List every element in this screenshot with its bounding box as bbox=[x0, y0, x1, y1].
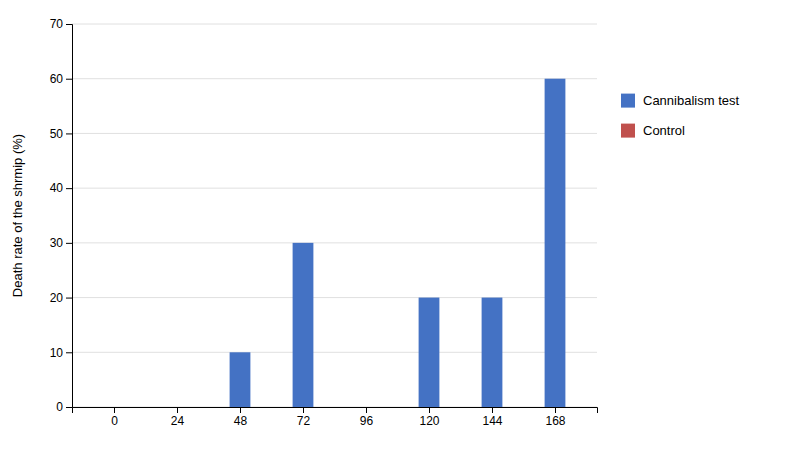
x-tick-mark bbox=[114, 407, 115, 413]
x-axis: 0 24 48 72 96 120 144 168 bbox=[73, 407, 598, 428]
x-tick-label: 48 bbox=[234, 414, 248, 428]
x-tick-label: 168 bbox=[545, 414, 565, 428]
x-tick: 72 bbox=[297, 407, 311, 428]
bar bbox=[104, 407, 125, 408]
grid-line bbox=[72, 188, 597, 189]
y-tick: 20 bbox=[50, 291, 72, 305]
x-tick-label: 96 bbox=[360, 414, 374, 428]
legend-item: Control bbox=[621, 123, 685, 138]
y-tick: 60 bbox=[50, 72, 72, 86]
series-bars bbox=[230, 79, 566, 407]
bar bbox=[104, 407, 125, 408]
grid-line bbox=[72, 133, 597, 134]
grid-line bbox=[72, 78, 597, 79]
x-tick-mark bbox=[555, 407, 556, 413]
x-tick: 24 bbox=[171, 407, 185, 428]
y-tick-label: 60 bbox=[50, 72, 64, 86]
legend-label: Cannibalism test bbox=[643, 93, 739, 108]
y-tick: 70 bbox=[50, 17, 72, 31]
x-tick: 96 bbox=[360, 407, 374, 428]
y-tick: 10 bbox=[50, 346, 72, 360]
x-tick-mark bbox=[240, 407, 241, 413]
y-tick-label: 0 bbox=[56, 400, 63, 414]
x-tick: 48 bbox=[234, 407, 248, 428]
bar bbox=[356, 407, 377, 408]
grid-line bbox=[72, 297, 597, 298]
y-tick: 50 bbox=[50, 127, 72, 141]
bar bbox=[545, 79, 566, 407]
grid bbox=[72, 24, 597, 407]
bar bbox=[167, 407, 188, 408]
legend-swatch bbox=[621, 94, 635, 108]
legend-item: Cannibalism test bbox=[621, 93, 739, 108]
y-tick-mark bbox=[66, 133, 72, 134]
y-tick-label: 30 bbox=[50, 236, 64, 250]
bar bbox=[230, 407, 251, 408]
plot: 0 24 48 72 96 120 144 168 0 10 20 30 40 50 60 70 bbox=[50, 17, 598, 427]
y-tick-label: 70 bbox=[50, 17, 64, 31]
legend: Cannibalism test Control bbox=[621, 93, 739, 138]
x-tick: 0 bbox=[111, 407, 118, 428]
chart: 0 24 48 72 96 120 144 168 0 10 20 30 40 50 60 70 Death r… bbox=[0, 0, 787, 451]
x-tick-label: 120 bbox=[419, 414, 439, 428]
y-tick-mark bbox=[66, 79, 72, 80]
y-tick-mark bbox=[66, 407, 72, 408]
bar bbox=[419, 298, 440, 407]
bar bbox=[167, 407, 188, 408]
x-tick-mark bbox=[429, 407, 430, 413]
y-axis-line bbox=[66, 25, 73, 408]
y-tick-mark bbox=[66, 243, 72, 244]
y-tick-label: 20 bbox=[50, 291, 64, 305]
x-tick-label: 0 bbox=[111, 414, 118, 428]
y-tick-label: 40 bbox=[50, 181, 64, 195]
y-tick: 0 bbox=[56, 400, 72, 414]
grid-line bbox=[72, 352, 597, 353]
grid-line bbox=[72, 24, 597, 25]
bar bbox=[419, 407, 440, 408]
y-tick-mark bbox=[66, 24, 72, 25]
x-tick: 144 bbox=[482, 407, 502, 428]
bar bbox=[482, 298, 503, 407]
y-axis: 0 10 20 30 40 50 60 70 bbox=[50, 17, 73, 414]
legend-label: Control bbox=[643, 123, 685, 138]
bar bbox=[293, 243, 314, 407]
y-tick-label: 10 bbox=[50, 346, 64, 360]
x-tick-mark bbox=[303, 407, 304, 413]
bar bbox=[482, 407, 503, 408]
bar bbox=[230, 352, 251, 407]
x-tick-label: 24 bbox=[171, 414, 185, 428]
x-tick: 120 bbox=[419, 407, 439, 428]
x-tick: 168 bbox=[545, 407, 565, 428]
x-tick-label: 144 bbox=[482, 414, 502, 428]
bars bbox=[230, 79, 566, 407]
y-tick: 40 bbox=[50, 181, 72, 195]
y-axis-title: Death rate of the shrmip (%) bbox=[10, 134, 25, 297]
x-tick-label: 72 bbox=[297, 414, 311, 428]
grid-line bbox=[72, 242, 597, 243]
y-tick-mark bbox=[66, 298, 72, 299]
x-tick-mark bbox=[366, 407, 367, 413]
y-tick-mark bbox=[66, 188, 72, 189]
y-tick-label: 50 bbox=[50, 127, 64, 141]
y-tick: 30 bbox=[50, 236, 72, 250]
bar bbox=[293, 407, 314, 408]
bar bbox=[356, 407, 377, 408]
legend-swatch bbox=[621, 124, 635, 138]
bar bbox=[545, 407, 566, 408]
x-tick-mark bbox=[177, 407, 178, 413]
x-axis-line bbox=[73, 408, 598, 414]
x-tick-mark bbox=[492, 407, 493, 413]
y-tick-mark bbox=[66, 352, 72, 353]
